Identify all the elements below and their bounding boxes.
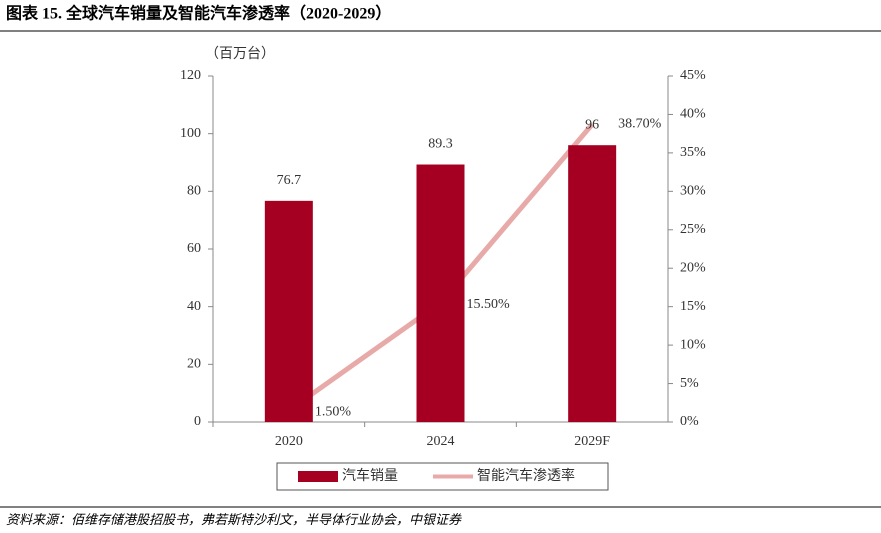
y-tick-label: 100 <box>180 126 201 141</box>
x-tick-label: 2029F <box>574 434 610 449</box>
y-tick-label: 80 <box>187 184 201 199</box>
y2-tick-label: 40% <box>680 107 706 122</box>
line-value-label: 15.50% <box>467 297 511 312</box>
legend-label: 智能汽车渗透率 <box>477 467 575 484</box>
y-tick-label: 20 <box>187 357 201 372</box>
bar-value-label: 76.7 <box>277 173 302 188</box>
legend-swatch <box>298 471 338 482</box>
bar-value-label: 96 <box>585 117 599 132</box>
x-tick-label: 2020 <box>275 434 303 449</box>
y2-tick-label: 30% <box>680 184 706 199</box>
y2-tick-label: 25% <box>680 222 706 237</box>
bar <box>568 145 617 422</box>
y2-tick-label: 15% <box>680 299 706 314</box>
y-tick-label: 120 <box>180 68 201 83</box>
y2-tick-label: 5% <box>680 376 699 391</box>
x-tick-label: 2024 <box>427 434 455 449</box>
bar <box>264 200 313 422</box>
bar <box>416 164 465 423</box>
y2-tick-label: 35% <box>680 145 706 160</box>
chart-title: 图表 15. 全球汽车销量及智能汽车渗透率（2020-2029） <box>6 4 391 23</box>
y-axis-label: （百万台） <box>205 46 275 62</box>
y-tick-label: 40 <box>187 299 201 314</box>
y2-tick-label: 0% <box>680 414 699 429</box>
legend-box <box>276 462 609 491</box>
legend-label: 汽车销量 <box>342 467 398 484</box>
y2-tick-label: 45% <box>680 68 706 83</box>
bar-value-label: 89.3 <box>428 137 453 152</box>
y2-tick-label: 10% <box>680 337 706 352</box>
line-value-label: 1.50% <box>315 405 352 420</box>
source: 资料来源：佰维存储港股招股书，弗若斯特沙利文，半导体行业协会，中银证券 <box>6 512 462 527</box>
y2-tick-label: 20% <box>680 260 706 275</box>
y-tick-label: 60 <box>187 241 201 256</box>
line-value-label: 38.70% <box>618 117 662 132</box>
y-tick-label: 0 <box>194 414 201 429</box>
